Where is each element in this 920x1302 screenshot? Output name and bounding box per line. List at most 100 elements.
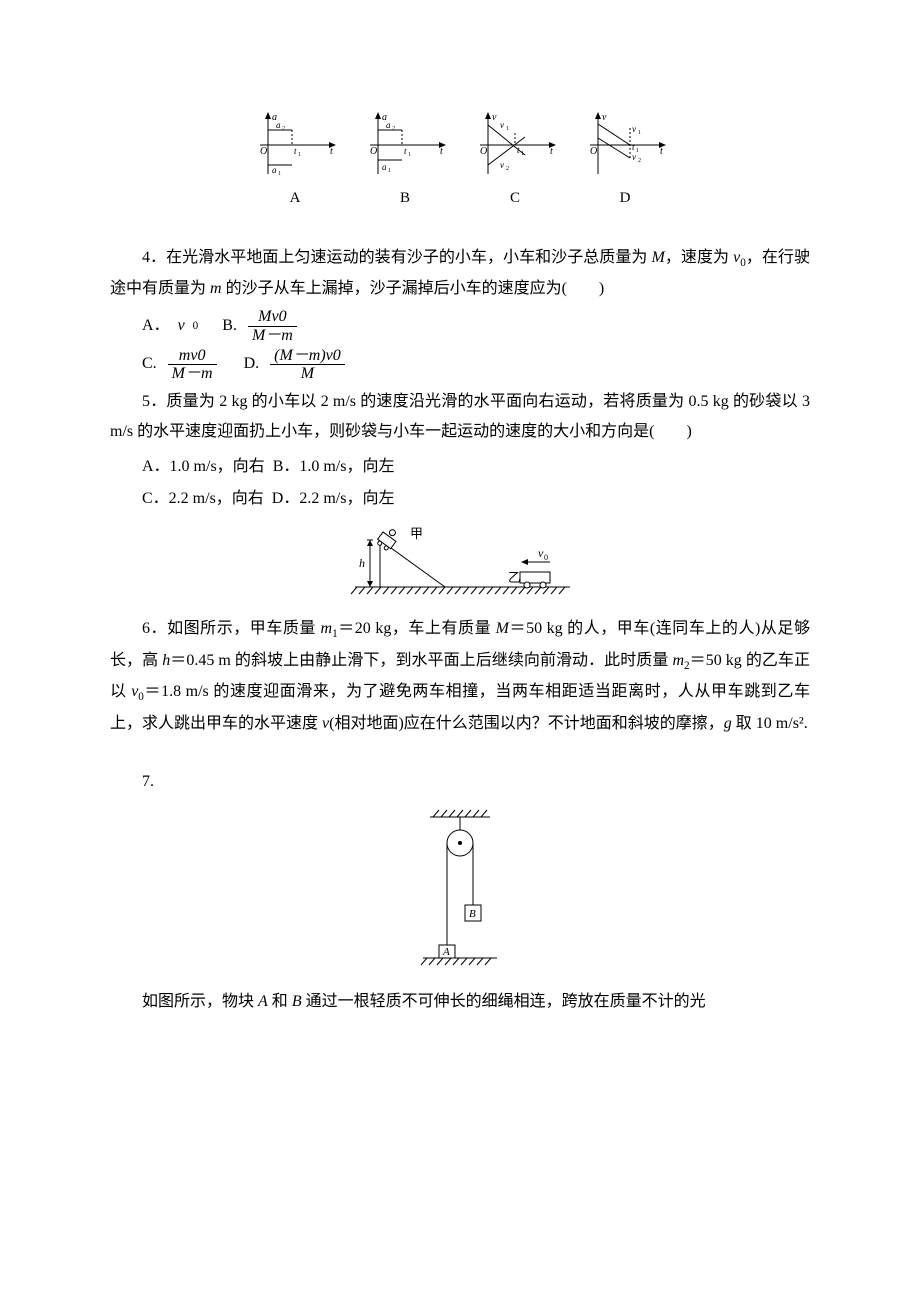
graph-A: a a2 a1 O t1 t A [250,110,340,213]
q5-optD: D．2.2 m/s，向左 [272,490,395,507]
svg-text:1: 1 [506,126,509,132]
q7-ta: 如图所示，物块 [142,993,258,1010]
svg-text:1: 1 [636,148,639,154]
q6-m1: m [321,620,333,637]
svg-text:2: 2 [392,126,395,132]
q6-number: 6． [142,620,167,637]
q7-number: 7. [142,773,154,790]
q4-text-d: 的沙子从车上漏掉，沙子漏掉后小车的速度应为( ) [222,280,605,297]
svg-text:2: 2 [638,158,641,164]
svg-text:1: 1 [638,130,641,136]
svg-text:0: 0 [544,553,548,562]
svg-text:1: 1 [521,151,524,157]
graph-B-label: B [400,184,410,213]
q7-svg: B A [405,805,515,975]
q4-M: M [651,249,664,266]
svg-text:1: 1 [298,152,301,158]
q6-figure: h 甲 乙 v0 [110,522,810,602]
q4-B-den: M－m [248,327,297,345]
svg-text:a: a [272,165,277,175]
graph-A-label: A [290,184,301,213]
svg-text:1: 1 [388,168,391,174]
q7-number-line: 7. [110,767,810,797]
svg-text:2: 2 [282,126,285,132]
q4-number: 4． [142,249,166,266]
q4-D-den: M [270,365,345,383]
svg-text:t: t [550,146,553,157]
svg-text:v: v [602,112,607,123]
q5-opts-row1: A．1.0 m/s，向右 B．1.0 m/s，向左 [110,452,810,482]
svg-text:1: 1 [278,171,281,177]
svg-text:v: v [632,124,636,134]
q4-m: m [210,280,222,297]
page: a a2 a1 O t1 t A a a2 a1 O [0,0,920,1102]
q3-graphs-row: a a2 a1 O t1 t A a a2 a1 O [110,110,810,213]
q4-text-b: ，速度为 [665,249,733,266]
q7-stem: 如图所示，物块 A 和 B 通过一根轻质不可伸长的细绳相连，跨放在质量不计的光 [110,987,810,1017]
q5-optA: A．1.0 m/s，向右 [142,458,265,475]
q5-stem: 5．质量为 2 kg 的小车以 2 m/s 的速度沿光滑的水平面向右运动，若将质… [110,387,810,448]
q4-A-lead: A． [142,311,170,341]
svg-text:v: v [500,120,504,130]
q5-optB: B．1.0 m/s，向左 [273,458,395,475]
svg-text:1: 1 [408,152,411,158]
q4-A-val: v [178,311,185,341]
q4-C-frac: mv0 M－m [168,347,217,383]
q6-m2: m [672,652,684,669]
svg-text:v: v [500,160,504,170]
graph-C: v v1 v2 O t1 t C [470,110,560,213]
q4-B-lead: B. [222,311,237,341]
graph-B: a a2 a1 O t1 t B [360,110,450,213]
q4-C-den: M－m [168,365,217,383]
svg-text:t: t [632,142,635,152]
q4-opts-row2: C. mv0 M－m D. (M－m)v0 M [142,347,810,383]
spacer [110,743,810,763]
q4-D-num: (M－m)v0 [270,347,345,366]
svg-text:t: t [660,146,663,157]
q4-opts-row1: A． v0 B. Mv0 M－m [142,308,810,344]
svg-text:A: A [442,946,450,958]
svg-text:a: a [386,120,391,130]
graph-C-svg: v v1 v2 O t1 t [470,110,560,180]
q6-g: g [724,715,732,732]
q4-stem: 4．在光滑水平地面上匀速运动的装有沙子的小车，小车和沙子总质量为 M，速度为 v… [110,243,810,305]
q5-text: 质量为 2 kg 的小车以 2 m/s 的速度沿光滑的水平面向右运动，若将质量为… [110,393,810,440]
graph-D-svg: v v1 v2 O t1 t [580,110,670,180]
svg-text:O: O [590,146,597,157]
svg-text:a: a [276,120,281,130]
svg-text:t: t [330,146,333,157]
q7-B: B [292,993,302,1010]
q6-e1: ＝20 kg，车上有质量 [338,620,496,637]
svg-text:2: 2 [506,166,509,172]
q4-A-sub: 0 [193,316,199,337]
q4-text-a: 在光滑水平地面上匀速运动的装有沙子的小车，小车和沙子总质量为 [166,249,651,266]
svg-text:B: B [469,908,476,920]
q5-optC: C．2.2 m/s，向右 [142,490,264,507]
svg-text:a: a [382,162,387,172]
q6-e7: 取 10 m/s². [732,715,808,732]
svg-text:O: O [480,146,487,157]
q4-B-frac: Mv0 M－m [248,308,297,344]
q4-D-frac: (M－m)v0 M [270,347,345,383]
q4-C-lead: C. [142,349,157,379]
svg-text:O: O [370,146,377,157]
q4-C-num: mv0 [168,347,217,366]
svg-text:乙: 乙 [508,570,521,585]
svg-text:h: h [359,556,365,570]
q6-M: M [496,620,509,637]
q7-tb: 和 [268,993,292,1010]
q6-e6: (相对地面)应在什么范围以内？不计地面和斜坡的摩擦， [329,715,724,732]
q6-stem: 6．如图所示，甲车质量 m1＝20 kg，车上有质量 M＝50 kg 的人，甲车… [110,614,810,739]
q5-opts-row2: C．2.2 m/s，向右 D．2.2 m/s，向左 [110,484,810,514]
q6-ta: 如图所示，甲车质量 [167,620,320,637]
q7-A: A [258,993,268,1010]
graph-B-svg: a a2 a1 O t1 t [360,110,450,180]
q7-figure: B A [110,805,810,975]
svg-text:甲: 甲 [410,526,423,541]
graph-A-svg: a a2 a1 O t1 t [250,110,340,180]
svg-text:t: t [294,146,297,156]
q4-D-lead: D. [244,349,260,379]
graph-D: v v1 v2 O t1 t D [580,110,670,213]
q5-number: 5． [142,393,166,410]
q6-svg: h 甲 乙 v0 [345,522,575,602]
